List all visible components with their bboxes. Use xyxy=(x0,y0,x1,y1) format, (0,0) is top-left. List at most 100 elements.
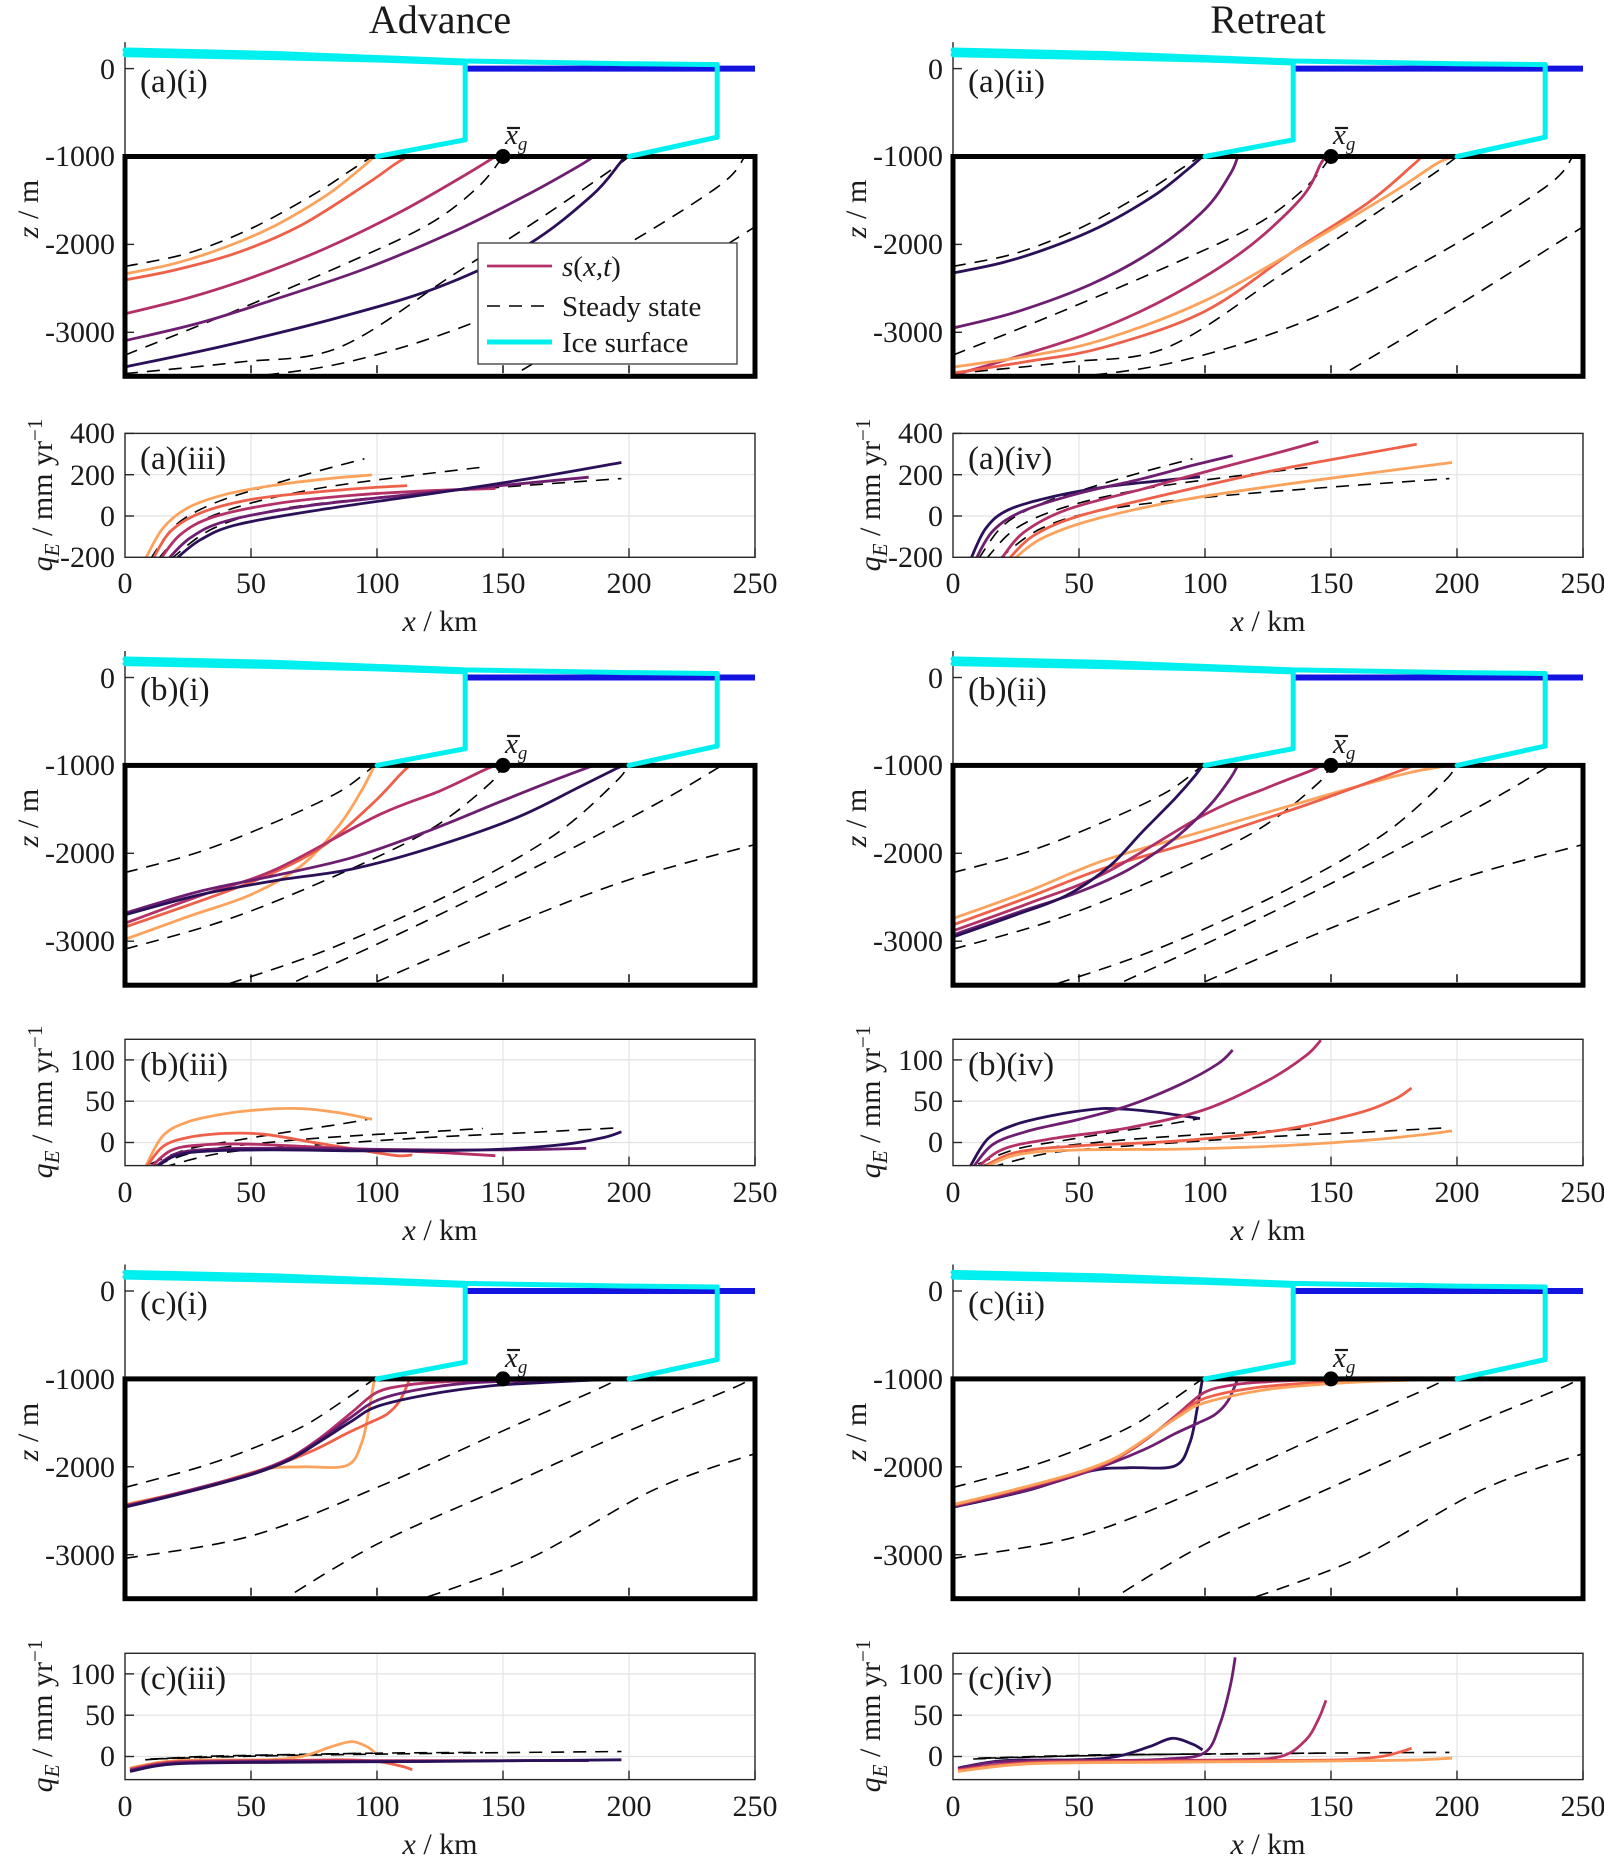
svg-text:Advance: Advance xyxy=(369,0,511,42)
svg-text:150: 150 xyxy=(1309,567,1354,600)
svg-text:Retreat: Retreat xyxy=(1210,0,1326,42)
svg-text:100: 100 xyxy=(355,1176,400,1209)
svg-text:z / m: z / m xyxy=(840,789,873,848)
svg-text:(b)(ii): (b)(ii) xyxy=(968,672,1047,708)
svg-text:(b)(iv): (b)(iv) xyxy=(968,1047,1054,1083)
svg-text:250: 250 xyxy=(733,1790,778,1823)
svg-text:50: 50 xyxy=(85,1085,115,1118)
svg-text:100: 100 xyxy=(898,1044,943,1077)
svg-text:Steady state: Steady state xyxy=(562,291,701,323)
svg-text:0: 0 xyxy=(100,53,115,86)
svg-text:-3000: -3000 xyxy=(873,316,943,349)
svg-text:0: 0 xyxy=(928,53,943,86)
svg-text:250: 250 xyxy=(1561,567,1604,600)
svg-text:0: 0 xyxy=(100,1126,115,1159)
svg-text:(a)(ii): (a)(ii) xyxy=(968,64,1045,100)
svg-text:250: 250 xyxy=(733,567,778,600)
svg-text:200: 200 xyxy=(607,1790,652,1823)
svg-text:0: 0 xyxy=(928,1740,943,1773)
svg-text:z / m: z / m xyxy=(12,1403,45,1462)
svg-text:100: 100 xyxy=(70,1044,115,1077)
svg-text:-2000: -2000 xyxy=(45,1451,115,1484)
svg-text:250: 250 xyxy=(1561,1176,1604,1209)
svg-text:100: 100 xyxy=(1183,1176,1228,1209)
svg-text:100: 100 xyxy=(355,1790,400,1823)
svg-text:(b)(i): (b)(i) xyxy=(140,672,210,708)
svg-text:(b)(iii): (b)(iii) xyxy=(140,1047,228,1083)
svg-text:-200: -200 xyxy=(888,541,943,574)
svg-text:-1000: -1000 xyxy=(873,140,943,173)
svg-text:200: 200 xyxy=(898,459,943,492)
svg-text:250: 250 xyxy=(733,1176,778,1209)
svg-text:50: 50 xyxy=(236,1176,266,1209)
svg-text:(c)(iii): (c)(iii) xyxy=(140,1661,226,1697)
svg-text:(a)(iii): (a)(iii) xyxy=(140,441,226,477)
svg-text:-200: -200 xyxy=(60,541,115,574)
svg-text:Ice surface: Ice surface xyxy=(562,327,688,359)
svg-text:200: 200 xyxy=(607,567,652,600)
svg-text:0: 0 xyxy=(946,1790,961,1823)
svg-text:100: 100 xyxy=(1183,1790,1228,1823)
svg-text:150: 150 xyxy=(1309,1176,1354,1209)
svg-text:-3000: -3000 xyxy=(45,925,115,958)
svg-text:0: 0 xyxy=(100,662,115,695)
svg-text:200: 200 xyxy=(1435,1176,1480,1209)
svg-text:0: 0 xyxy=(118,1790,133,1823)
svg-text:-2000: -2000 xyxy=(873,837,943,870)
svg-text:x / km: x / km xyxy=(1230,1214,1306,1247)
svg-text:-1000: -1000 xyxy=(45,140,115,173)
svg-text:50: 50 xyxy=(1064,1176,1094,1209)
svg-text:x / km: x / km xyxy=(1230,1828,1306,1861)
svg-text:x / km: x / km xyxy=(1230,605,1306,638)
svg-text:0: 0 xyxy=(946,1176,961,1209)
svg-text:0: 0 xyxy=(118,567,133,600)
svg-text:-3000: -3000 xyxy=(45,1539,115,1572)
svg-text:-3000: -3000 xyxy=(45,316,115,349)
svg-text:(a)(i): (a)(i) xyxy=(140,64,208,100)
svg-text:-3000: -3000 xyxy=(873,925,943,958)
svg-text:x / km: x / km xyxy=(402,1828,478,1861)
svg-text:-3000: -3000 xyxy=(873,1539,943,1572)
svg-text:50: 50 xyxy=(236,567,266,600)
svg-text:50: 50 xyxy=(913,1085,943,1118)
svg-text:z / m: z / m xyxy=(840,1403,873,1462)
svg-text:-2000: -2000 xyxy=(45,228,115,261)
svg-text:150: 150 xyxy=(481,1176,526,1209)
svg-text:-1000: -1000 xyxy=(873,1363,943,1396)
svg-text:0: 0 xyxy=(946,567,961,600)
svg-text:50: 50 xyxy=(1064,1790,1094,1823)
svg-text:-2000: -2000 xyxy=(873,1451,943,1484)
svg-text:50: 50 xyxy=(913,1699,943,1732)
svg-text:50: 50 xyxy=(85,1699,115,1732)
svg-text:(c)(i): (c)(i) xyxy=(140,1286,208,1322)
svg-text:0: 0 xyxy=(928,1275,943,1308)
svg-text:0: 0 xyxy=(118,1176,133,1209)
svg-text:-1000: -1000 xyxy=(45,749,115,782)
svg-text:-1000: -1000 xyxy=(45,1363,115,1396)
svg-text:s(x,t): s(x,t) xyxy=(562,251,621,283)
svg-text:50: 50 xyxy=(1064,567,1094,600)
svg-text:z / m: z / m xyxy=(12,789,45,848)
svg-text:(c)(iv): (c)(iv) xyxy=(968,1661,1052,1697)
svg-text:400: 400 xyxy=(70,417,115,450)
svg-text:x / km: x / km xyxy=(402,605,478,638)
svg-text:(a)(iv): (a)(iv) xyxy=(968,441,1052,477)
svg-text:0: 0 xyxy=(100,1740,115,1773)
svg-text:100: 100 xyxy=(355,567,400,600)
svg-text:100: 100 xyxy=(70,1658,115,1691)
svg-text:200: 200 xyxy=(1435,1790,1480,1823)
svg-text:-1000: -1000 xyxy=(873,749,943,782)
svg-text:-2000: -2000 xyxy=(873,228,943,261)
svg-text:100: 100 xyxy=(1183,567,1228,600)
svg-text:50: 50 xyxy=(236,1790,266,1823)
svg-text:(c)(ii): (c)(ii) xyxy=(968,1286,1045,1322)
svg-text:0: 0 xyxy=(100,1275,115,1308)
svg-text:250: 250 xyxy=(1561,1790,1604,1823)
svg-text:150: 150 xyxy=(481,567,526,600)
svg-text:0: 0 xyxy=(928,500,943,533)
svg-text:z / m: z / m xyxy=(12,180,45,239)
svg-text:200: 200 xyxy=(607,1176,652,1209)
svg-text:150: 150 xyxy=(481,1790,526,1823)
svg-text:400: 400 xyxy=(898,417,943,450)
svg-text:200: 200 xyxy=(1435,567,1480,600)
